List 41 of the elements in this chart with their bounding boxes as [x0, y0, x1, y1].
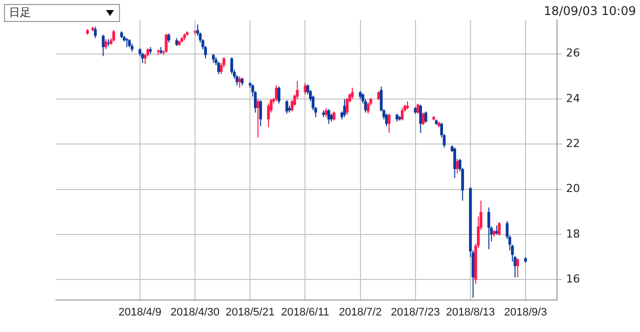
- x-tick-label: 2018/4/30: [170, 306, 220, 319]
- candlestick: [422, 112, 425, 126]
- candlestick: [498, 222, 501, 236]
- candlestick: [167, 33, 170, 44]
- candlestick: [332, 110, 336, 121]
- candlestick: [278, 86, 280, 104]
- candlestick: [388, 113, 391, 134]
- candlestick: [217, 61, 220, 75]
- x-tick-label: 2018/8/13: [446, 306, 495, 319]
- x-tick-label: 2018/4/9: [118, 306, 162, 319]
- x-tick-label: 2018/7/23: [390, 306, 440, 319]
- y-tick-label: 22: [566, 137, 580, 150]
- candlestick: [212, 53, 215, 64]
- candlestick: [453, 147, 456, 179]
- candlestick: [351, 87, 354, 100]
- candlestick: [259, 100, 262, 127]
- candlestick: [238, 76, 242, 88]
- candlestick: [274, 84, 278, 102]
- x-tick-label: 2018/6/11: [281, 306, 330, 319]
- x-tick-label: 2018/9/3: [504, 306, 547, 319]
- candlestick: [94, 26, 97, 39]
- candlestick: [419, 104, 422, 134]
- x-tick-label: 2018/5/21: [226, 306, 275, 319]
- y-tick-label: 18: [566, 227, 580, 240]
- candlestick: [267, 103, 270, 128]
- y-tick-label: 20: [566, 182, 580, 196]
- candlestick: [125, 38, 128, 48]
- y-tick-label: 26: [566, 46, 580, 60]
- dropdown: 日足: [4, 4, 120, 22]
- candlestick: [495, 224, 498, 236]
- text: 18/09/03 10:09: [544, 4, 636, 18]
- y-tick-label: 16: [566, 272, 580, 286]
- x-tick-label: 2018/7/2: [338, 306, 382, 319]
- candlestick: [366, 102, 370, 114]
- candlestick: [343, 98, 346, 118]
- candlestick: [416, 103, 420, 114]
- y-tick-label: 24: [566, 92, 580, 105]
- candlestick: [304, 82, 307, 96]
- candlestick: [141, 52, 144, 64]
- candlestick: [456, 158, 459, 174]
- candlestick: [377, 90, 380, 101]
